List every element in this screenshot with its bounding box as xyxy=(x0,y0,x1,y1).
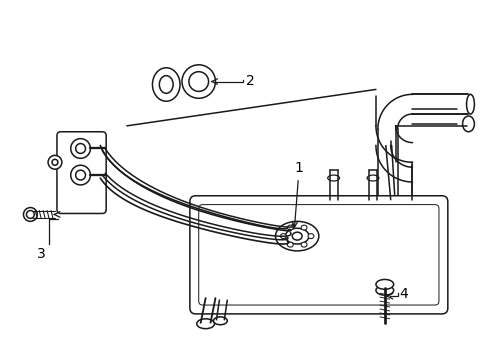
Ellipse shape xyxy=(75,144,85,153)
Ellipse shape xyxy=(280,234,286,239)
Text: 3: 3 xyxy=(37,247,46,261)
Ellipse shape xyxy=(159,76,173,93)
Ellipse shape xyxy=(75,170,85,180)
Ellipse shape xyxy=(301,225,307,230)
FancyBboxPatch shape xyxy=(57,132,106,213)
Ellipse shape xyxy=(292,232,302,240)
Ellipse shape xyxy=(24,208,37,221)
Ellipse shape xyxy=(287,242,293,247)
Ellipse shape xyxy=(189,72,209,91)
Ellipse shape xyxy=(71,165,91,185)
Ellipse shape xyxy=(48,156,62,169)
Ellipse shape xyxy=(287,225,293,230)
Ellipse shape xyxy=(26,211,34,219)
Ellipse shape xyxy=(285,228,309,244)
Ellipse shape xyxy=(376,285,393,295)
Ellipse shape xyxy=(152,68,180,101)
Ellipse shape xyxy=(308,234,314,239)
FancyBboxPatch shape xyxy=(199,204,439,305)
Ellipse shape xyxy=(197,319,215,329)
Text: 1: 1 xyxy=(292,161,304,227)
Text: 4: 4 xyxy=(399,287,408,301)
Ellipse shape xyxy=(328,175,340,181)
Ellipse shape xyxy=(214,317,227,325)
Ellipse shape xyxy=(52,159,58,165)
Ellipse shape xyxy=(376,279,393,289)
Ellipse shape xyxy=(301,242,307,247)
Ellipse shape xyxy=(463,116,474,132)
Text: 2: 2 xyxy=(246,73,255,87)
FancyBboxPatch shape xyxy=(190,196,448,314)
Ellipse shape xyxy=(71,139,91,158)
Ellipse shape xyxy=(182,65,216,98)
Ellipse shape xyxy=(367,175,379,181)
Ellipse shape xyxy=(466,94,474,114)
Ellipse shape xyxy=(275,221,319,251)
